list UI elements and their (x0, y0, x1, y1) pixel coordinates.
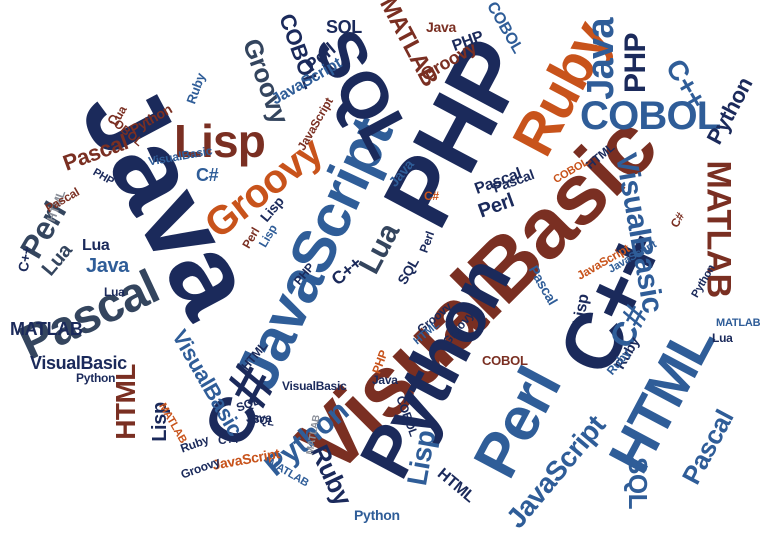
word-java-right: Java (579, 18, 622, 100)
word-groovy-small: Groovy (178, 454, 222, 482)
word-sql-top-small: SQL (326, 17, 362, 37)
word-matlab-small4: MATLAB (716, 317, 760, 329)
word-cobol-small2: COBOL (482, 353, 528, 368)
word-lua-small2: Lua (82, 237, 110, 254)
word-csharp-small: C# (196, 165, 219, 185)
word-cobol-right: COBOL (580, 94, 721, 138)
word-java-small: Java (246, 411, 272, 425)
word-ruby-small: Ruby (183, 71, 209, 106)
word-php-right: PHP (618, 33, 652, 93)
word-java-small3: Java (372, 373, 398, 387)
word-java-left: Java (86, 255, 129, 277)
word-python-small4: Python (354, 507, 400, 523)
word-python-small3: Python (76, 371, 116, 385)
word-perl-small2: Perl (416, 229, 438, 255)
word-visualbasic-small2: VisualBasic (282, 379, 347, 393)
word-lisp-upper: Lisp (174, 115, 266, 167)
word-visualbasic-left: VisualBasic (30, 353, 127, 373)
word-lua-small4: Lua (104, 285, 125, 299)
word-sql-bottom: SQL (622, 457, 653, 509)
word-lisp-small3: Lisp (255, 222, 280, 250)
word-lua-small3: Lua (712, 331, 733, 345)
word-html-left: HTML (109, 364, 141, 440)
word-matlab-left: MATLAB (10, 319, 83, 339)
word-cpp-small: C++ (14, 244, 35, 274)
word-sql-small2: SQL (394, 254, 422, 288)
word-html-bottom: HTML (433, 465, 478, 506)
word-java-top: Java (426, 19, 457, 35)
word-csharp-small2: C# (667, 210, 688, 230)
word-csharp-small3: C# (424, 189, 439, 203)
word-cpp-small3: C++ (218, 433, 240, 447)
